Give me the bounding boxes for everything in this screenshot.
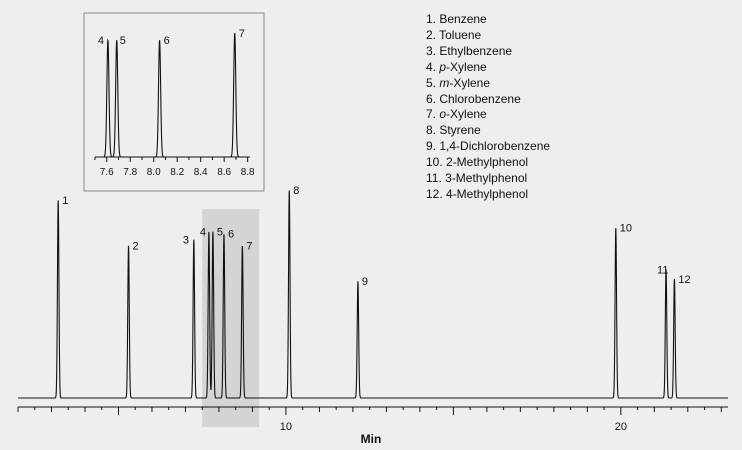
legend-entry-1: 1. Benzene <box>426 12 550 28</box>
legend-number: 6. <box>426 91 440 106</box>
compound-legend: 1. Benzene 2. Toluene 3. Ethylbenzene 4. p-… <box>426 12 550 203</box>
legend-number: 1. <box>426 12 440 26</box>
legend-number: 10. <box>426 155 447 170</box>
inset-tick-label: 8.2 <box>170 167 184 178</box>
inset-tick-label: 8.8 <box>241 167 255 178</box>
x-tick-label: 20 <box>615 421 627 433</box>
peak-label-1: 1 <box>62 195 68 207</box>
legend-number: 4. <box>426 59 440 74</box>
peak-label-5: 5 <box>217 227 223 239</box>
peak-label-4: 4 <box>200 227 206 239</box>
inset-trace <box>95 32 250 158</box>
chromatogram-trace <box>18 190 728 399</box>
inset-peak-label-5: 5 <box>120 35 126 47</box>
inset-peak-label-6: 6 <box>164 35 170 47</box>
peak-label-11: 11 <box>657 264 668 276</box>
legend-compound-name: 2-Methylphenol <box>446 155 529 170</box>
x-tick-label: 10 <box>280 421 292 433</box>
inset-peak-label-4: 4 <box>98 35 104 47</box>
peak-label-6: 6 <box>228 229 234 241</box>
legend-entry-4: 4. p-Xylene <box>426 60 550 76</box>
peak-label-9: 9 <box>362 276 368 288</box>
legend-compound-name: -Xylene <box>446 59 487 74</box>
legend-isomer-prefix: m <box>439 75 450 90</box>
inset-peak-label-7: 7 <box>239 28 245 40</box>
legend-entry-9: 9. 1,4-Dichlorobenzene <box>426 139 550 155</box>
peak-label-7: 7 <box>246 241 252 253</box>
inset-tick-label: 7.6 <box>100 167 114 178</box>
inset-tick-label: 7.8 <box>123 167 137 178</box>
inset-tick-label: 8.0 <box>147 167 161 178</box>
legend-entry-10: 10. 2-Methylphenol <box>426 155 550 171</box>
legend-number: 2. <box>426 27 440 42</box>
legend-number: 9. <box>426 139 440 154</box>
legend-compound-name: Styrene <box>439 123 481 138</box>
legend-compound-name: Chlorobenzene <box>439 91 521 106</box>
legend-compound-name: Benzene <box>439 12 487 26</box>
legend-number: 8. <box>426 123 440 138</box>
legend-compound-name: Toluene <box>439 27 482 42</box>
legend-isomer-prefix: p <box>439 59 447 74</box>
legend-entry-3: 3. Ethylbenzene <box>426 44 550 60</box>
legend-number: 7. <box>426 107 440 122</box>
legend-compound-name: 4-Methylphenol <box>446 186 529 201</box>
legend-compound-name: Ethylbenzene <box>439 43 513 58</box>
peak-label-2: 2 <box>133 241 139 253</box>
legend-entry-8: 8. Styrene <box>426 123 550 139</box>
legend-entry-5: 5. m-Xylene <box>426 76 550 92</box>
peak-label-12: 12 <box>678 274 690 286</box>
legend-number: 3. <box>426 43 440 58</box>
inset-frame <box>83 12 265 192</box>
legend-entry-11: 11. 3-Methylphenol <box>426 171 550 187</box>
legend-number: 5. <box>426 75 440 90</box>
legend-entry-6: 6. Chlorobenzene <box>426 92 550 108</box>
legend-entry-2: 2. Toluene <box>426 28 550 44</box>
inset-tick-label: 8.6 <box>217 167 231 178</box>
inset-tick-label: 8.4 <box>194 167 208 178</box>
legend-compound-name: -Xylene <box>449 75 491 90</box>
peak-label-8: 8 <box>293 185 299 197</box>
legend-compound-name: 1,4-Dichlorobenzene <box>439 139 551 154</box>
legend-number: 11. <box>426 171 446 186</box>
peak-label-10: 10 <box>620 223 632 235</box>
x-axis-title: Min <box>361 432 382 446</box>
legend-number: 12. <box>426 186 447 201</box>
legend-isomer-prefix: o <box>439 107 447 122</box>
legend-entry-12: 12. 4-Methylphenol <box>426 187 550 203</box>
legend-entry-7: 7. o-Xylene <box>426 107 550 123</box>
legend-compound-name: -Xylene <box>446 107 487 122</box>
peak-label-3: 3 <box>183 235 189 247</box>
legend-compound-name: 3-Methylphenol <box>445 171 528 186</box>
